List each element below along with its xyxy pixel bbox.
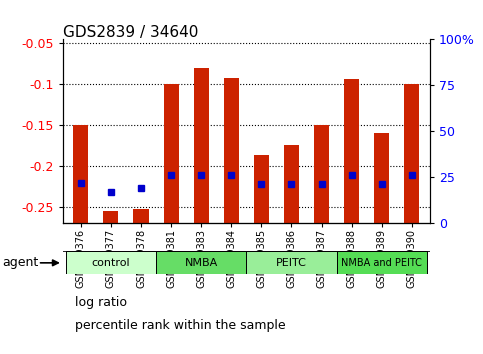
Bar bbox=[73, 125, 88, 223]
Bar bbox=[156, 251, 246, 274]
Text: GDS2839 / 34640: GDS2839 / 34640 bbox=[63, 25, 198, 40]
Bar bbox=[164, 84, 179, 223]
Bar bbox=[314, 125, 329, 223]
Bar bbox=[224, 78, 239, 223]
Bar bbox=[284, 145, 299, 223]
Text: log ratio: log ratio bbox=[75, 296, 127, 309]
Text: percentile rank within the sample: percentile rank within the sample bbox=[75, 319, 285, 332]
Text: NMBA: NMBA bbox=[185, 258, 218, 268]
Bar bbox=[194, 68, 209, 223]
Bar bbox=[254, 155, 269, 223]
Bar bbox=[246, 251, 337, 274]
Bar bbox=[66, 251, 156, 274]
Bar bbox=[404, 84, 419, 223]
Bar bbox=[344, 79, 359, 223]
Bar bbox=[374, 133, 389, 223]
Text: agent: agent bbox=[2, 256, 39, 269]
Bar bbox=[133, 209, 149, 223]
Bar bbox=[103, 211, 118, 223]
Text: NMBA and PEITC: NMBA and PEITC bbox=[341, 258, 422, 268]
Bar bbox=[337, 251, 427, 274]
Text: control: control bbox=[92, 258, 130, 268]
Text: PEITC: PEITC bbox=[276, 258, 307, 268]
